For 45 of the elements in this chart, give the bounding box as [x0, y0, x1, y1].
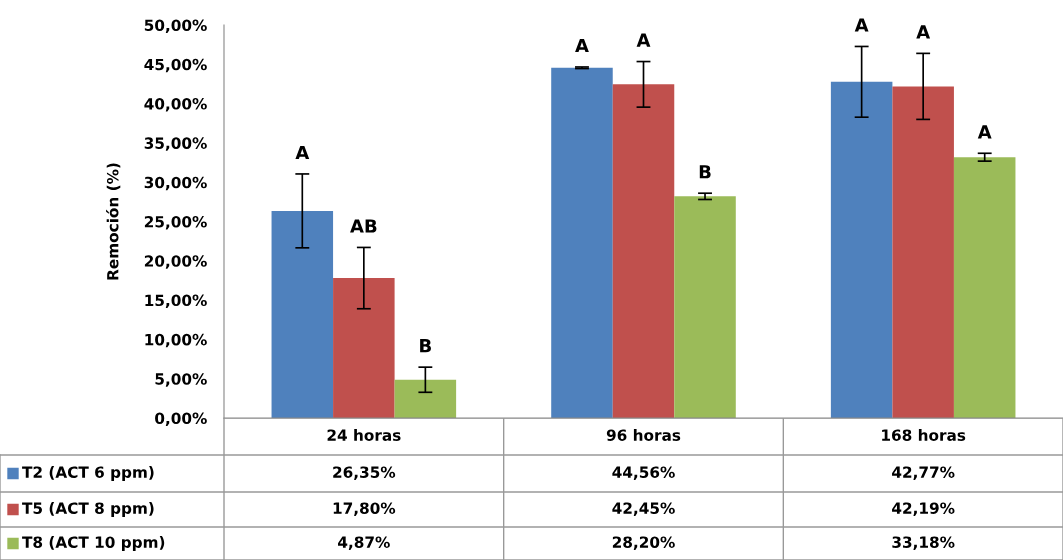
data-label: 42,77%	[892, 466, 955, 480]
y-tick-label: 40,00%	[144, 98, 207, 112]
bar	[271, 210, 334, 418]
x-tick-label: 168 horas	[882, 429, 966, 441]
data-label: 33,18%	[892, 536, 955, 550]
data-label: 26,35%	[333, 466, 396, 480]
y-tick-label: 25,00%	[144, 215, 207, 230]
bar	[394, 379, 457, 418]
data-label: 42,19%	[892, 502, 955, 516]
legend-label: T5 (ACT 8 ppm)	[22, 502, 154, 517]
y-axis-title: Remoción (%)	[106, 163, 121, 280]
y-tick-label: 35,00%	[144, 137, 207, 151]
data-label: 17,80%	[333, 502, 396, 516]
annotation: AB	[350, 219, 377, 233]
annotation: A	[575, 38, 589, 53]
y-tick-label: 20,00%	[144, 255, 207, 269]
annotation: A	[295, 145, 310, 160]
annotation: A	[854, 18, 869, 32]
y-tick-label: 0,00%	[155, 412, 207, 426]
bar	[551, 67, 613, 418]
annotation: B	[699, 165, 711, 179]
data-label: 28,20%	[612, 536, 675, 550]
data-label: 4,87%	[338, 536, 390, 550]
y-tick-label: 15,00%	[145, 294, 207, 309]
bar	[892, 86, 954, 418]
bar	[830, 81, 893, 418]
annotation: A	[636, 33, 651, 47]
y-tick-label: 45,00%	[144, 58, 207, 73]
y-tick-label: 30,00%	[144, 176, 207, 191]
legend-label: T2 (ACT 6 ppm)	[22, 466, 154, 481]
bar	[612, 84, 675, 418]
data-label: 42,45%	[612, 502, 675, 516]
y-tick-label: 10,00%	[145, 333, 207, 348]
legend-label: T8 (ACT 10 ppm)	[22, 536, 165, 551]
data-label: 44,56%	[612, 466, 675, 480]
annotation: A	[977, 125, 992, 139]
annotation: B	[420, 339, 431, 353]
x-tick-label: 96 horas	[606, 429, 681, 441]
bar	[674, 196, 736, 418]
bar	[333, 278, 395, 418]
x-tick-label: 24 horas	[327, 429, 401, 441]
y-tick-label: 5,00%	[155, 373, 207, 387]
y-tick-label: 50,00%	[144, 19, 207, 33]
annotation: A	[916, 25, 931, 39]
bar	[953, 157, 1016, 418]
